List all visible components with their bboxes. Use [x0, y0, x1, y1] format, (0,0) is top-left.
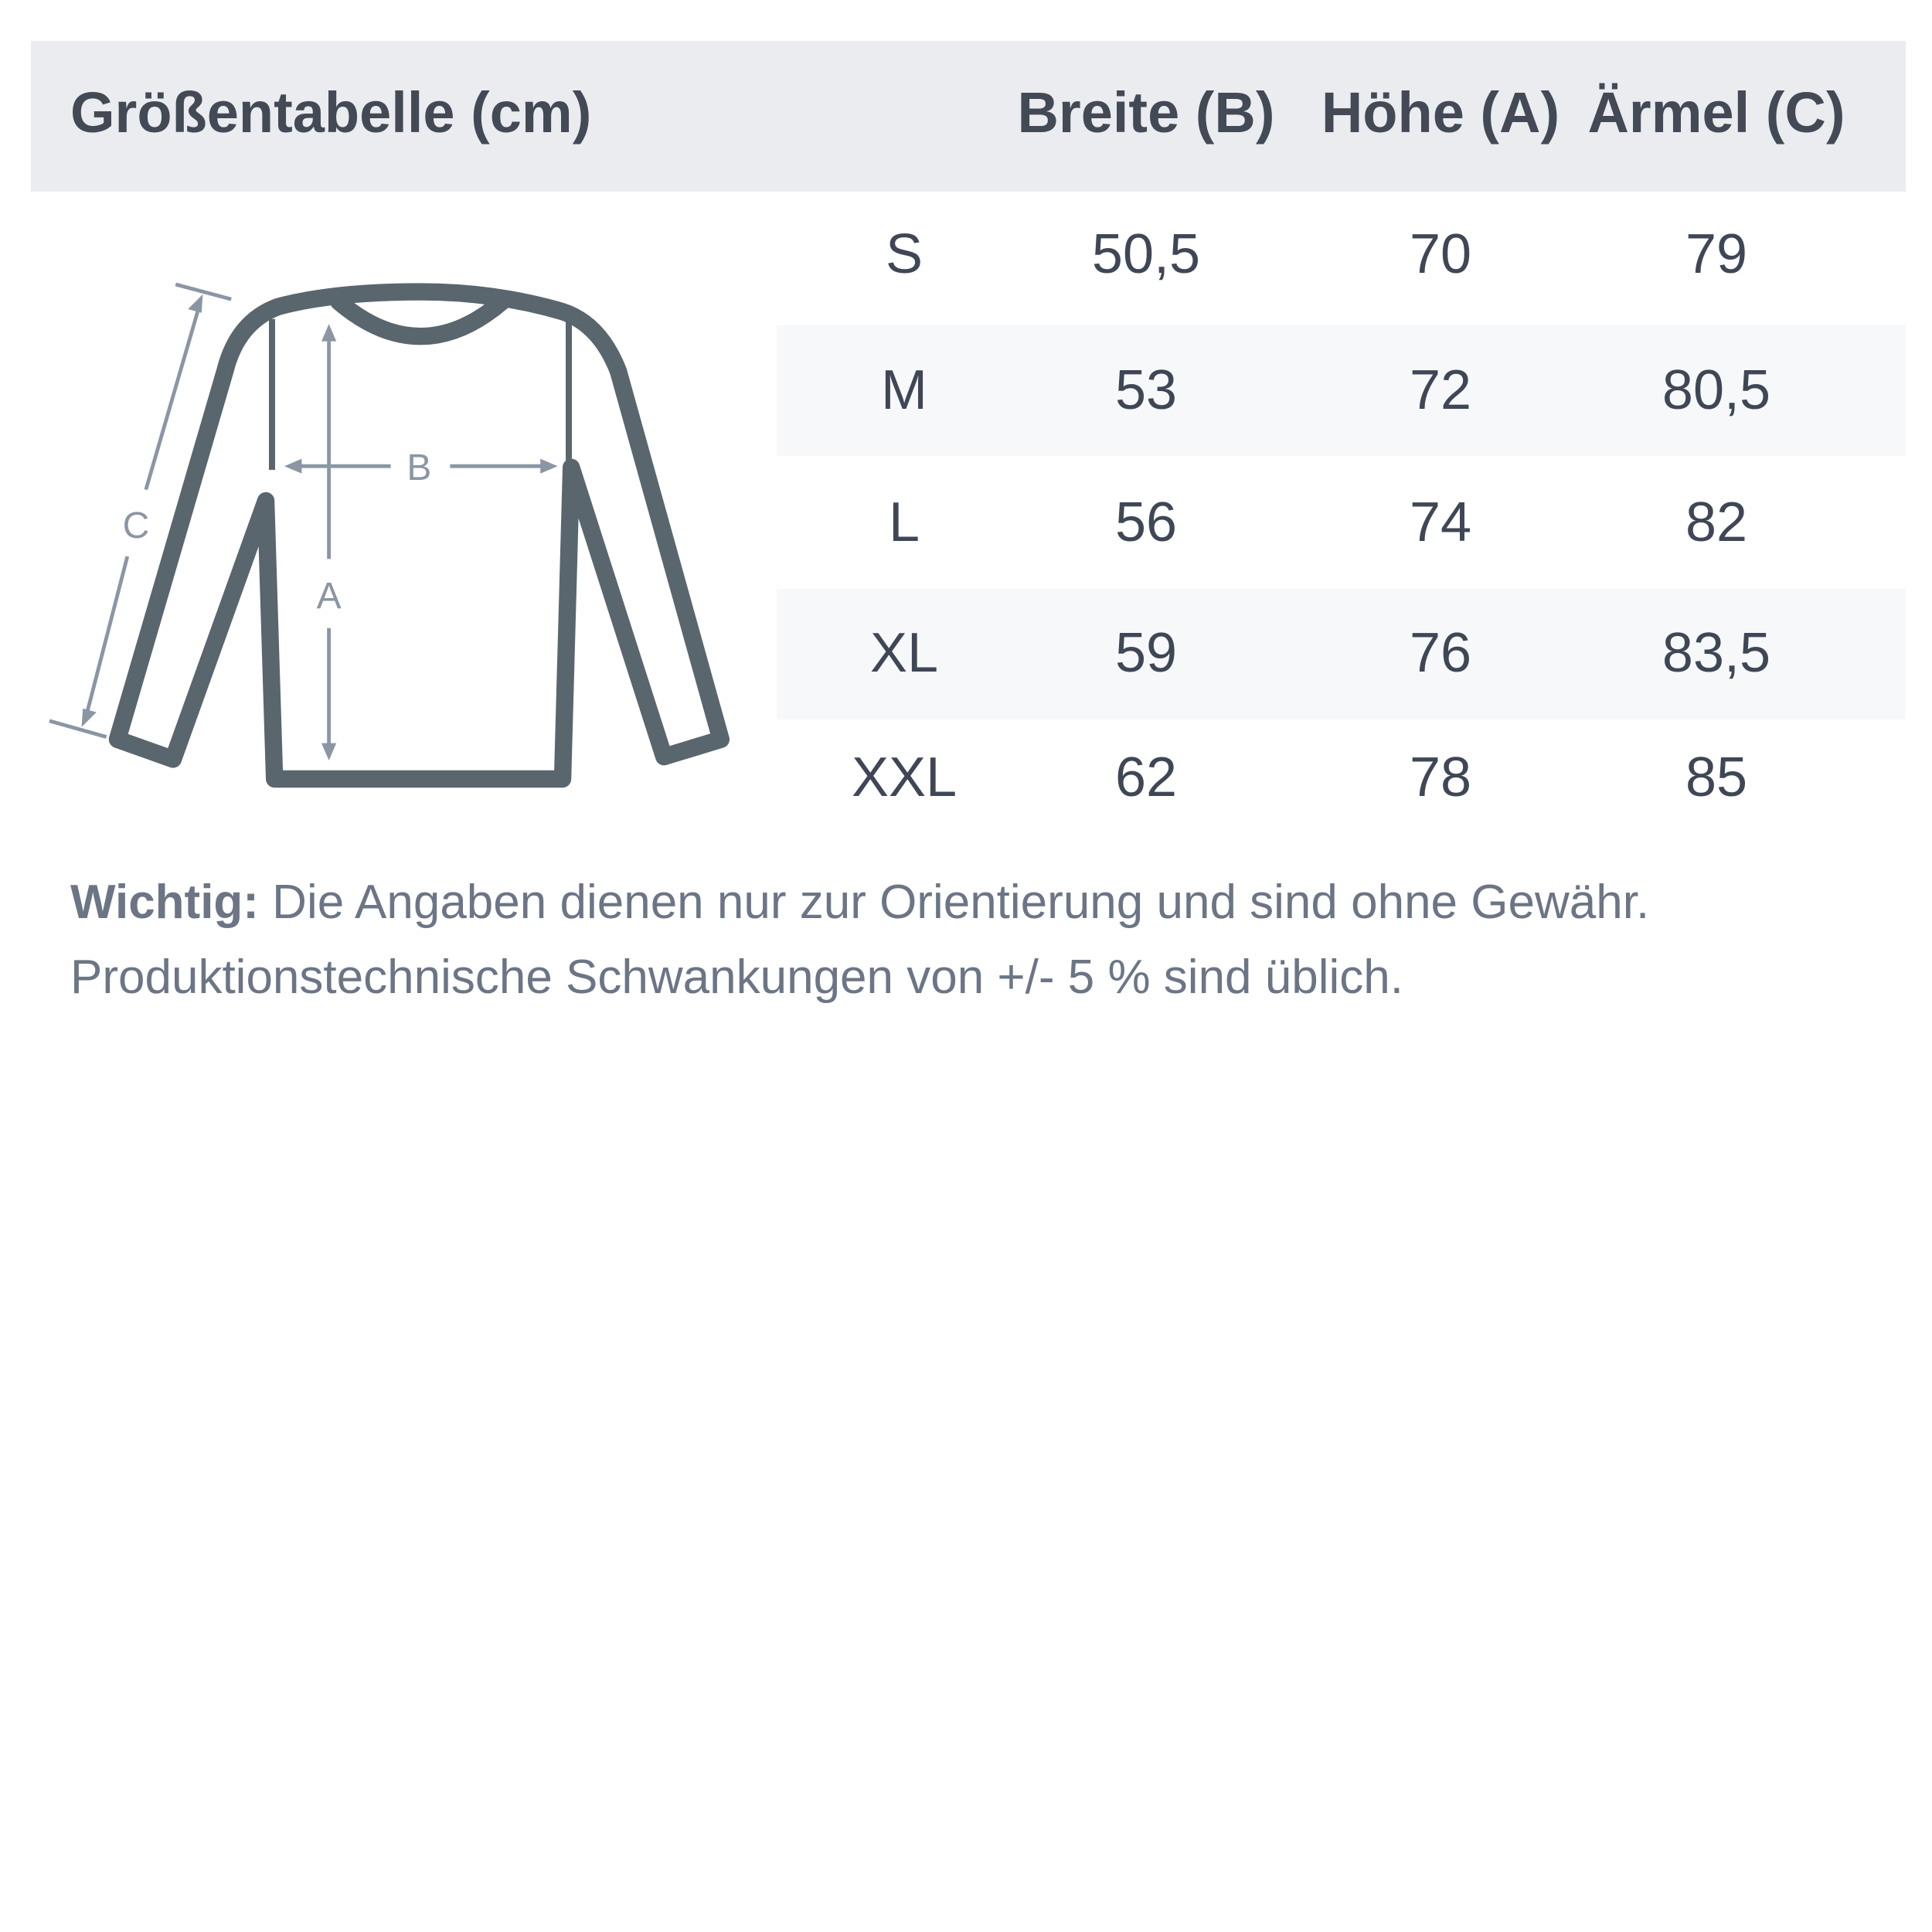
table-header-bar	[31, 41, 1906, 192]
note-text-1: Die Angaben dienen nur zur Orientierung …	[258, 876, 1650, 929]
size-cell: XXL	[851, 747, 957, 808]
breite-cell: 53	[1114, 359, 1178, 421]
column-header-breite: Breite (B)	[1017, 80, 1275, 145]
label-c: C	[123, 505, 150, 546]
column-header-aermel: Ärmel (C)	[1587, 80, 1845, 145]
page-title: Größentabelle (cm)	[70, 80, 592, 145]
hoehe-cell: 74	[1409, 492, 1472, 553]
aermel-cell: 82	[1685, 492, 1748, 553]
row-stripe	[777, 589, 1906, 719]
size-cell: L	[888, 492, 920, 553]
size-cell: XL	[869, 622, 939, 684]
note-line-2: Produktionstechnische Schwankungen von +…	[70, 951, 1403, 1004]
label-a: A	[317, 576, 342, 617]
aermel-cell: 83,5	[1662, 622, 1771, 684]
hoehe-cell: 78	[1409, 747, 1472, 808]
hoehe-cell: 72	[1409, 359, 1472, 421]
column-header-hoehe: Höhe (A)	[1321, 80, 1560, 145]
size-cell: S	[885, 223, 923, 285]
aermel-cell: 85	[1685, 747, 1748, 808]
measurement-arrows	[49, 282, 558, 760]
sweater-outline	[108, 283, 730, 788]
body-side-lines	[269, 318, 572, 470]
hoehe-cell: 76	[1409, 622, 1472, 684]
breite-cell: 56	[1114, 492, 1178, 553]
aermel-cell: 80,5	[1662, 359, 1771, 421]
row-stripe	[777, 325, 1906, 456]
note-bold: Wichtig:	[70, 876, 259, 929]
hoehe-cell: 70	[1409, 223, 1472, 285]
aermel-cell: 79	[1685, 223, 1748, 285]
breite-cell: 62	[1114, 747, 1178, 808]
size-cell: M	[881, 359, 927, 421]
label-b: B	[406, 447, 431, 488]
breite-cell: 59	[1114, 622, 1178, 684]
breite-cell: 50,5	[1091, 223, 1201, 285]
note-line-1: Wichtig: Die Angaben dienen nur zur Orie…	[70, 875, 1649, 930]
